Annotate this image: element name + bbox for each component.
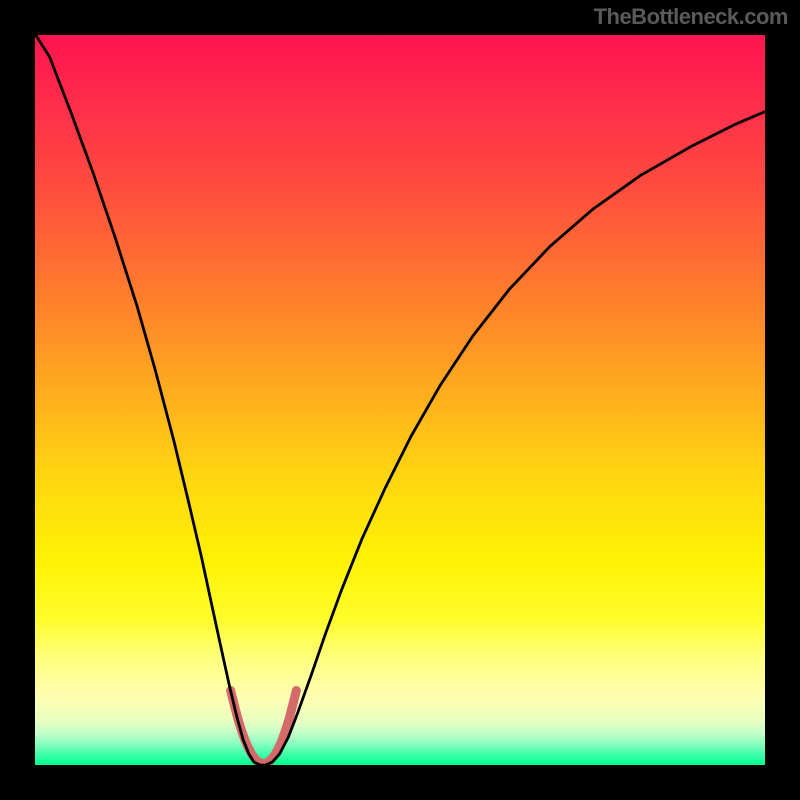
watermark: TheBottleneck.com	[594, 4, 788, 30]
chart-svg	[35, 35, 765, 765]
chart-plot-area	[35, 35, 765, 765]
chart-background	[35, 35, 765, 765]
